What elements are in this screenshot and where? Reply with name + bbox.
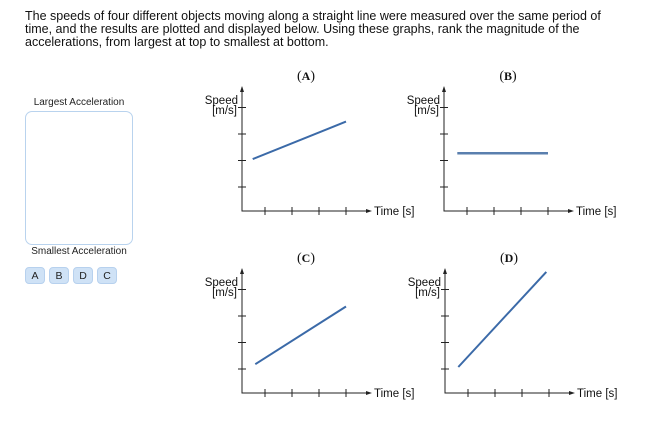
x-axis-label: Time [s]: [374, 206, 414, 218]
x-axis-label: Time [s]: [374, 388, 414, 400]
y-axis-arrow-icon: [240, 86, 244, 92]
graph-b: Speed[m/s] Time [s] (B): [407, 69, 617, 218]
largest-acceleration-label: Largest Acceleration: [33, 97, 125, 108]
x-axis-arrow-icon: [569, 391, 575, 395]
y-axis-unit: [m/s]: [414, 105, 439, 117]
graph-a: Speed[m/s] Time [s] (A): [205, 69, 415, 218]
answer-chip-b[interactable]: B: [49, 267, 69, 284]
axes: [241, 269, 370, 394]
x-axis-label: Time [s]: [577, 388, 617, 400]
y-axis-label: Speed: [407, 95, 440, 107]
x-axis-arrow-icon: [568, 209, 574, 213]
graph-title: (C): [297, 251, 315, 266]
answer-chip-bank: A B D C: [25, 267, 117, 284]
y-axis-unit: [m/s]: [415, 287, 440, 299]
question-text: The speeds of four different objects mov…: [25, 9, 601, 49]
smallest-acceleration-label: Smallest Acceleration: [31, 246, 127, 257]
graph-title: (D): [500, 251, 518, 266]
y-axis-arrow-icon: [240, 268, 244, 274]
y-axis-label: Speed: [205, 95, 238, 107]
ranking-drop-zone[interactable]: [25, 111, 133, 245]
y-axis-arrow-icon: [442, 86, 446, 92]
x-axis-arrow-icon: [366, 391, 372, 395]
axes: [241, 87, 370, 212]
answer-chip-d[interactable]: D: [73, 267, 93, 284]
data-line: [254, 305, 347, 366]
axes: [444, 269, 573, 394]
data-line: [252, 120, 347, 161]
data-line: [457, 271, 548, 368]
graph-d: Speed[m/s] Time [s] (D): [408, 251, 618, 400]
x-axis-label: Time [s]: [576, 206, 616, 218]
answer-chip-c[interactable]: C: [97, 267, 117, 284]
y-axis-unit: [m/s]: [212, 105, 237, 117]
graph-title: (B): [499, 69, 517, 84]
answer-chip-a[interactable]: A: [25, 267, 45, 284]
y-axis-arrow-icon: [443, 268, 447, 274]
y-axis-unit: [m/s]: [212, 287, 237, 299]
x-axis-arrow-icon: [366, 209, 372, 213]
axes: [443, 87, 572, 212]
y-axis-label: Speed: [205, 277, 238, 289]
graph-title: (A): [297, 69, 315, 84]
graph-c: Speed[m/s] Time [s] (C): [205, 251, 415, 400]
y-axis-label: Speed: [408, 277, 441, 289]
